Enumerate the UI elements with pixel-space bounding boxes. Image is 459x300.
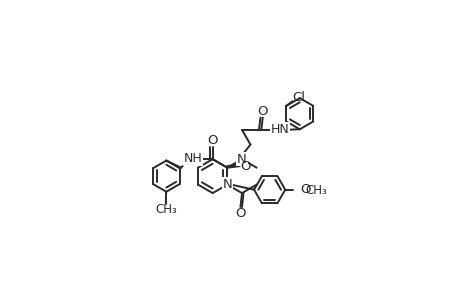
Text: O: O — [235, 207, 245, 220]
Text: O: O — [299, 183, 310, 196]
Text: Cl: Cl — [291, 91, 304, 104]
Text: HN: HN — [270, 123, 288, 136]
Text: CH₃: CH₃ — [304, 184, 326, 197]
Text: N: N — [222, 178, 232, 191]
Text: O: O — [256, 105, 267, 118]
Text: O: O — [207, 134, 218, 147]
Text: CH₃: CH₃ — [155, 203, 177, 216]
Text: NH: NH — [183, 152, 202, 165]
Text: O: O — [240, 160, 251, 172]
Text: N: N — [236, 153, 246, 166]
